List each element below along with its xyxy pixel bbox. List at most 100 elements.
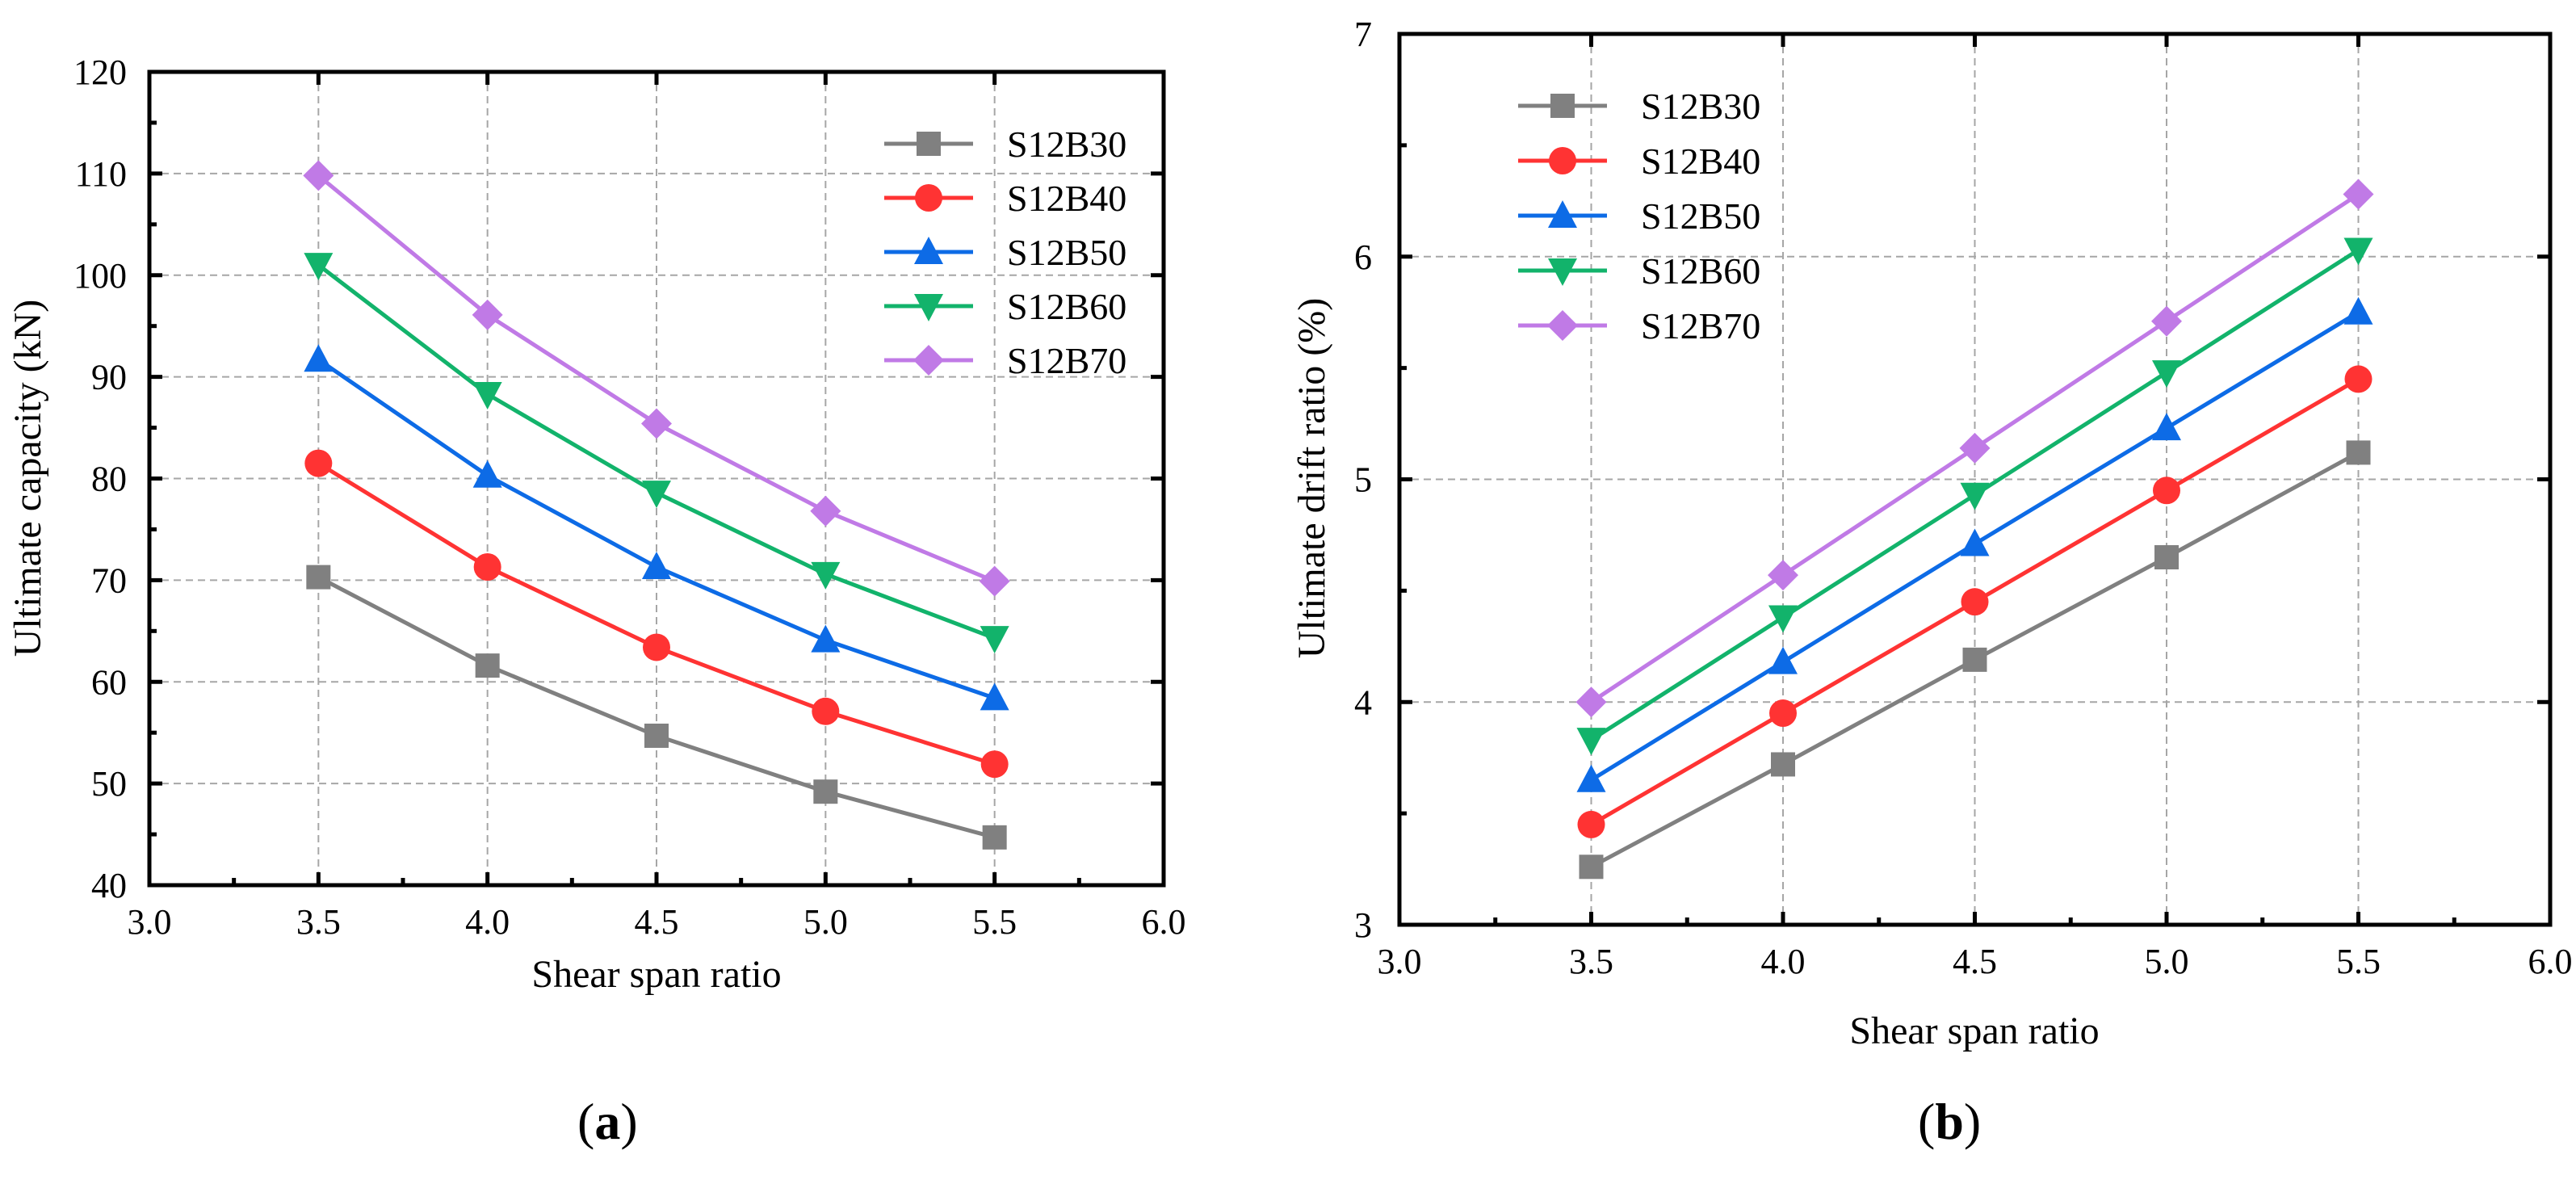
legend-marker [915, 184, 942, 212]
y-tick-label: 4 [1354, 682, 1372, 722]
legend: S12B30 S12B40 S12B50 S12B60 S12B70 [884, 124, 1126, 381]
data-point [1577, 810, 1605, 838]
data-point [643, 633, 670, 661]
legend: S12B30 S12B40 S12B50 S12B60 S12B70 [1518, 86, 1760, 346]
y-axis-title: Ultimate drift ratio (%) [1290, 298, 1333, 659]
y-tick-label: 70 [91, 561, 127, 600]
x-tick-label: 5.5 [972, 902, 1017, 942]
data-point [1962, 647, 1987, 672]
x-tick-label: 4.0 [1761, 942, 1806, 981]
x-tick-label: 6.0 [2528, 942, 2573, 981]
data-point [813, 779, 838, 804]
data-point [980, 682, 1009, 711]
data-point [1771, 752, 1795, 777]
y-tick-label: 3 [1354, 905, 1372, 945]
chart-panel-b: 3.0 3.5 4.0 4.5 5.0 5.5 6.0 3 4 5 6 7 Shear span rat… [1290, 15, 2573, 1150]
data-point [472, 299, 503, 330]
series-s12b50 [1576, 296, 2373, 792]
x-tick-label: 4.0 [465, 902, 510, 942]
x-tick-label: 6.0 [1142, 902, 1186, 942]
series-s12b60 [1576, 237, 2373, 756]
data-point [2344, 365, 2373, 393]
data-point [473, 553, 501, 582]
y-tick-label: 80 [91, 460, 127, 499]
series-s12b30 [306, 565, 1007, 850]
y-tick-label: 6 [1354, 237, 1372, 277]
data-point [979, 565, 1010, 597]
data-point [2343, 237, 2373, 266]
data-point [812, 697, 840, 725]
data-point [304, 253, 334, 281]
legend-label: S12B70 [1641, 305, 1760, 346]
legend-marker [1549, 147, 1576, 174]
data-point [1575, 686, 1607, 718]
data-point [2151, 305, 2182, 337]
legend-label: S12B70 [1007, 340, 1126, 381]
series-s12b40 [1577, 365, 2373, 838]
data-point [982, 825, 1007, 850]
y-tick-label: 100 [73, 256, 127, 296]
x-tick-label: 5.0 [2145, 942, 2189, 981]
legend-label: S12B40 [1641, 141, 1760, 182]
data-point [641, 408, 672, 439]
data-point [1576, 764, 1606, 792]
data-point [2154, 545, 2179, 570]
series-s12b70 [303, 160, 1010, 597]
data-point [980, 750, 1009, 779]
panel-label: (b) [1918, 1093, 1981, 1150]
series-s12b70 [1575, 178, 2374, 718]
x-tick-label: 3.0 [128, 902, 172, 942]
data-point [810, 495, 841, 527]
series-s12b30 [1579, 440, 2371, 880]
data-point [644, 723, 669, 748]
legend-label: S12B50 [1641, 195, 1760, 237]
legend-label: S12B60 [1007, 286, 1126, 327]
series-s12b40 [304, 449, 1009, 779]
legend-label: S12B60 [1641, 250, 1760, 292]
data-point [472, 382, 502, 410]
legend-marker [1548, 200, 1577, 228]
legend-marker [1548, 258, 1577, 286]
data-point [1960, 482, 1990, 510]
series-s12b50 [304, 344, 1009, 711]
data-point [304, 449, 333, 477]
x-tick-label: 4.5 [1953, 942, 1997, 981]
x-tick-label: 5.0 [803, 902, 848, 942]
data-point [642, 552, 671, 580]
x-tick-label: 3.5 [296, 902, 341, 942]
y-tick-label: 110 [75, 154, 127, 194]
data-point [1576, 728, 1606, 756]
x-axis-title: Shear span ratio [531, 953, 781, 996]
legend-label: S12B30 [1007, 124, 1126, 165]
legend-marker [1550, 94, 1575, 118]
y-axis-title: Ultimate capacity (kN) [6, 300, 49, 657]
data-point [2343, 178, 2374, 210]
legend-label: S12B50 [1007, 232, 1126, 273]
data-point [1959, 432, 1991, 464]
data-point [980, 626, 1009, 654]
data-point [2152, 360, 2181, 388]
data-point [1768, 605, 1798, 633]
x-tick-label: 4.5 [635, 902, 679, 942]
data-point [472, 460, 502, 488]
data-point [1769, 699, 1797, 728]
data-point [306, 565, 331, 590]
data-point [1768, 646, 1798, 674]
data-point [1961, 588, 1989, 616]
legend-marker [917, 132, 941, 156]
y-tick-label: 50 [91, 764, 127, 804]
data-point [304, 344, 334, 372]
x-tick-label: 3.0 [1378, 942, 1422, 981]
chart-panel-a: 3.0 3.5 4.0 4.5 5.0 5.5 6.0 40 50 60 70 80 90 100 110 1… [6, 52, 1186, 1150]
data-point [2153, 477, 2180, 505]
data-point [1579, 854, 1604, 880]
x-axis-title: Shear span ratio [1849, 1010, 2099, 1052]
data-point [811, 624, 841, 653]
y-tick-label: 40 [91, 866, 127, 905]
data-point [1960, 528, 1990, 556]
data-point [811, 561, 841, 590]
data-point [642, 481, 671, 509]
data-point [2152, 413, 2181, 441]
data-point [1768, 560, 1798, 591]
